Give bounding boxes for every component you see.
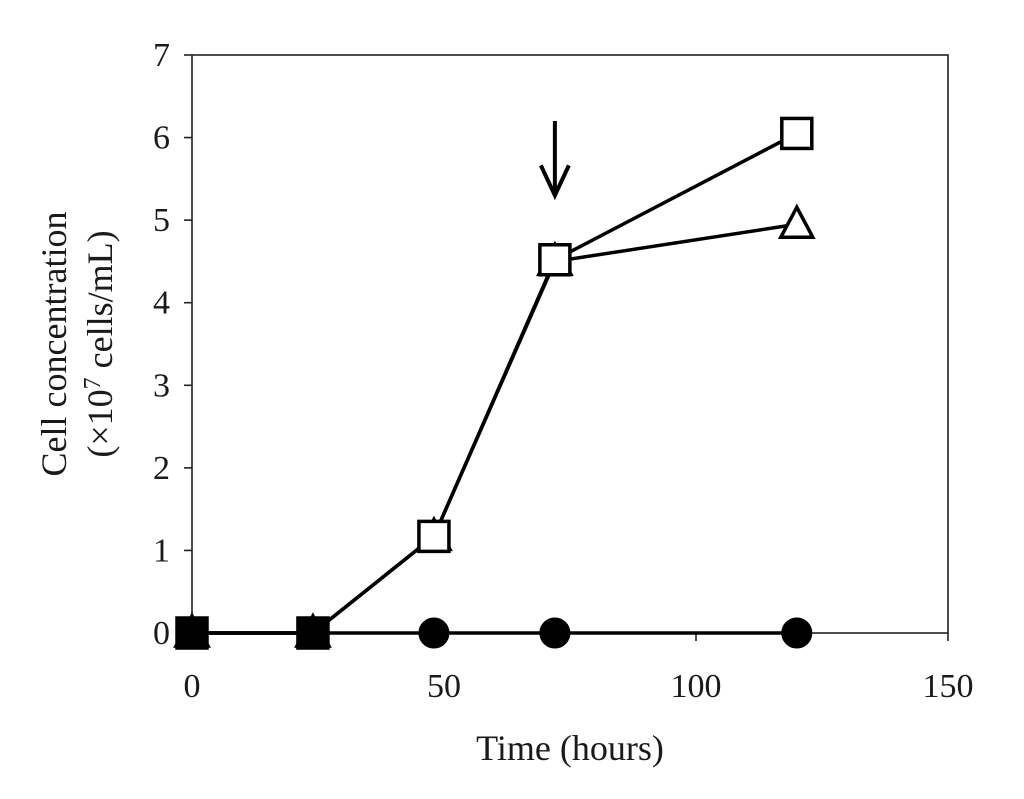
data-point-open-square: [538, 243, 572, 277]
y-tick-label: 2: [153, 450, 170, 487]
y-tick-label: 6: [153, 120, 170, 157]
data-point-open-square: [417, 519, 451, 554]
x-tick-label: 100: [671, 668, 722, 705]
x-tick-label: 150: [923, 668, 974, 705]
series-line: [192, 131, 798, 635]
y-tick-label: 3: [153, 367, 170, 404]
y-tick-label: 4: [153, 285, 170, 322]
data-point-filled-circle: [539, 617, 571, 649]
y-axis-title-exponent: 7: [80, 377, 106, 389]
data-point-filled-circle: [418, 617, 450, 649]
annotation-layer: [539, 121, 571, 201]
y-axis-ticks: 0 1 2 3 4 5 6 7: [153, 37, 192, 652]
x-tick-label: 50: [427, 668, 461, 705]
y-tick-label: 5: [153, 202, 170, 239]
arrow-down-icon: [539, 164, 571, 201]
x-tick-label: 0: [184, 668, 201, 705]
series-open-triangle: [173, 203, 816, 648]
series-line: [192, 222, 798, 635]
y-axis-title-suffix: cells/mL): [80, 230, 120, 377]
data-point-filled-circle: [781, 617, 813, 649]
y-tick-label: 1: [153, 532, 170, 569]
y-tick-label: 7: [153, 37, 170, 74]
series-open-square: [175, 116, 814, 650]
x-axis-title: Time (hours): [476, 728, 664, 768]
x-axis-ticks: 0 50 100 150: [184, 633, 974, 705]
data-point-filled-square: [296, 616, 330, 650]
series-filled-square: [175, 616, 330, 650]
y-axis-title-prefix: (×10: [80, 389, 120, 457]
plot-frame: [191, 54, 949, 634]
data-point-open-triangle: [777, 203, 816, 240]
y-axis-title-line2: (×107 cells/mL): [80, 230, 120, 457]
y-tick-label: 0: [153, 615, 170, 652]
series-layer: [173, 116, 816, 650]
y-axis-title-line1: Cell concentration: [34, 212, 74, 477]
data-point-open-square: [780, 116, 814, 151]
data-point-filled-square: [175, 616, 209, 650]
